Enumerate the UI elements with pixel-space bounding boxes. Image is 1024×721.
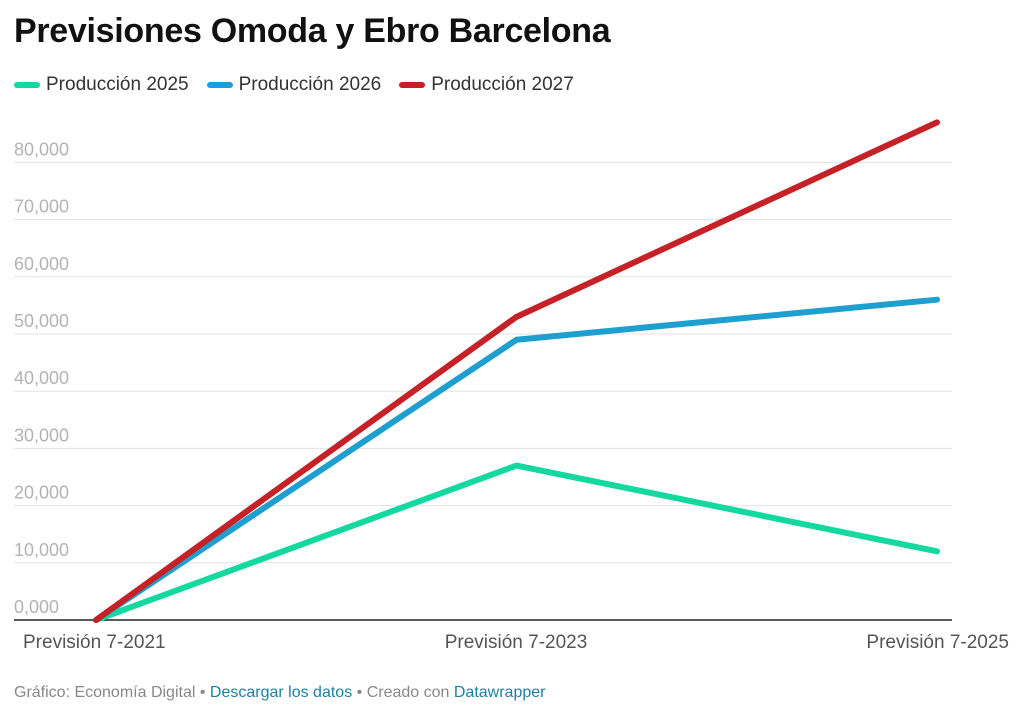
legend-item-produccion-2026: Producción 2026: [206, 74, 382, 96]
y-tick-label: 0,000: [14, 597, 59, 617]
series: [93, 119, 940, 623]
legend-item-produccion-2025: Producción 2025: [14, 74, 189, 96]
y-tick-label: 10,000: [14, 540, 69, 560]
y-tick-label: 30,000: [14, 425, 69, 445]
legend-label: Producción 2027: [431, 74, 574, 95]
y-tick-label: 50,000: [14, 311, 69, 331]
footer: Gráfico: Economía Digital • Descargar lo…: [14, 684, 545, 702]
legend: Producción 2025 Producción 2026 Producci…: [14, 74, 592, 96]
legend-swatch: [206, 82, 233, 88]
series-line-producci-n-2026: [93, 296, 940, 623]
download-data-link[interactable]: Descargar los datos: [209, 684, 353, 701]
legend-swatch: [399, 82, 426, 88]
footer-created: Creado con: [366, 684, 454, 701]
x-tick-label: Previsión 7-2023: [445, 632, 588, 653]
grid: [14, 161, 952, 564]
y-tick-label: 60,000: [14, 254, 69, 274]
y-tick-label: 40,000: [14, 368, 69, 388]
series-line-producci-n-2025: [93, 462, 940, 623]
x-axis: Previsión 7-2021 Previsión 7-2023 Previsió…: [23, 632, 1009, 653]
legend-label: Producción 2026: [238, 74, 382, 95]
footer-source: Gráfico: Economía Digital: [14, 684, 196, 701]
y-tick-label: 70,000: [14, 197, 69, 217]
legend-item-produccion-2027: Producción 2027: [399, 74, 574, 96]
y-tick-label: 20,000: [14, 483, 69, 503]
y-axis: 0,000 10,000 20,000 30,000 40,000 50,000 60,00…: [14, 139, 69, 617]
footer-separator: •: [195, 684, 210, 701]
x-tick-label: Previsión 7-2025: [866, 632, 1009, 653]
legend-swatch: [14, 82, 40, 88]
series-line-producci-n-2027: [93, 119, 940, 623]
legend-label: Producción 2025: [46, 74, 189, 95]
y-tick-label: 80,000: [14, 139, 69, 159]
footer-separator: •: [352, 684, 367, 701]
chart-title: Previsiones Omoda y Ebro Barcelona: [14, 12, 611, 50]
datawrapper-link[interactable]: Datawrapper: [453, 684, 546, 701]
x-tick-label: Previsión 7-2021: [23, 632, 166, 653]
